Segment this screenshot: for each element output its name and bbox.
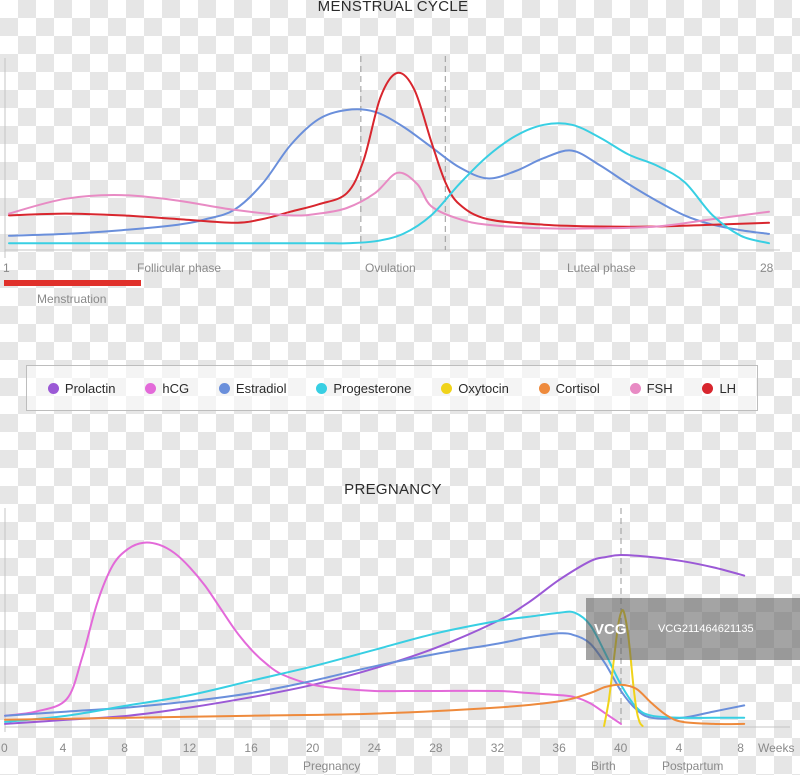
legend-swatch xyxy=(441,382,453,394)
legend-item-progesterone: Progesterone xyxy=(316,381,411,396)
legend-swatch xyxy=(316,382,328,394)
legend-label: Progesterone xyxy=(333,380,412,396)
legend-swatch xyxy=(218,382,230,394)
legend-label: FSH xyxy=(646,380,673,396)
pg-series-cortisol xyxy=(4,683,746,726)
mc-series-fsh xyxy=(8,171,770,230)
legend-label: LH xyxy=(719,380,737,396)
pg-tick-label: 36 xyxy=(552,741,566,755)
watermark-logo: VCG xyxy=(594,620,627,638)
mc-tick-end: 28 xyxy=(760,261,774,275)
mc-tick-start: 1 xyxy=(3,261,10,275)
pg-tick-label: 28 xyxy=(429,741,443,755)
pg-tick-label: 32 xyxy=(490,741,505,755)
legend-item-fsh: FSH xyxy=(629,380,673,396)
watermark-text: VCG211464621135 xyxy=(658,623,754,635)
mc-series-progesterone xyxy=(8,122,770,245)
mc-label-luteal: Luteal phase xyxy=(567,261,636,275)
pg-label-birth: Birth xyxy=(591,759,616,773)
mc-label-ovulation: Ovulation xyxy=(365,261,416,275)
pg-tick-label: 4 xyxy=(675,741,683,755)
pg-series-progesterone xyxy=(4,610,746,723)
pg-tick-label: 4 xyxy=(59,741,67,755)
legend-label: Cortisol xyxy=(555,380,600,396)
mc-series-estradiol xyxy=(8,108,770,237)
legend-label: hCG xyxy=(162,380,190,396)
legend-item-cortisol: Cortisol xyxy=(538,380,600,396)
legend: Prolactin hCG Estradiol Progesterone Oxytoci… xyxy=(26,365,758,411)
mc-label-menstruation: Menstruation xyxy=(37,292,107,306)
legend-item-estradiol: Estradiol xyxy=(218,380,287,396)
legend-item-prolactin: Prolactin xyxy=(47,380,116,396)
watermark: VCG VCG211464621135 xyxy=(586,598,800,660)
legend-label: Prolactin xyxy=(64,380,116,396)
legend-item-hcg: hCG xyxy=(145,381,189,396)
legend-swatch xyxy=(538,382,550,394)
menstruation-bar xyxy=(4,280,141,286)
legend-swatch xyxy=(629,382,641,394)
legend-swatch xyxy=(702,382,714,394)
menstrual-cycle-chart xyxy=(4,56,780,258)
legend-swatch xyxy=(47,382,59,394)
mc-series-lh xyxy=(8,71,770,228)
pg-label-pregnancy: Pregnancy xyxy=(303,759,361,773)
pg-tick-label: 40 xyxy=(614,741,628,755)
pg-tick-label: 16 xyxy=(244,741,258,755)
mc-label-follicular: Follicular phase xyxy=(137,261,222,275)
legend-item-oxytocin: Oxytocin xyxy=(441,381,509,396)
pg-series-estradiol xyxy=(4,632,746,720)
pg-tick-label: 8 xyxy=(121,741,128,755)
menstrual-cycle-title: MENSTRUAL CYCLE xyxy=(317,0,469,15)
pregnancy-title: PREGNANCY xyxy=(344,481,442,498)
pg-tick-label: 24 xyxy=(367,741,381,755)
legend-swatch xyxy=(145,382,157,394)
pg-series-prolactin xyxy=(4,553,746,725)
legend-item-lh: LH xyxy=(702,381,736,396)
legend-label: Oxytocin xyxy=(458,380,509,396)
legend-label: Estradiol xyxy=(235,380,287,396)
pg-label-postpartum: Postpartum xyxy=(662,759,724,773)
pg-tick-label: 20 xyxy=(306,741,320,755)
pg-tick-label: 8 xyxy=(737,741,744,755)
pg-series-hcg xyxy=(4,541,622,725)
pg-tick-label: 12 xyxy=(182,741,197,755)
pg-tick-label: 0 xyxy=(1,741,8,755)
pg-tick-label: Weeks xyxy=(758,741,795,755)
